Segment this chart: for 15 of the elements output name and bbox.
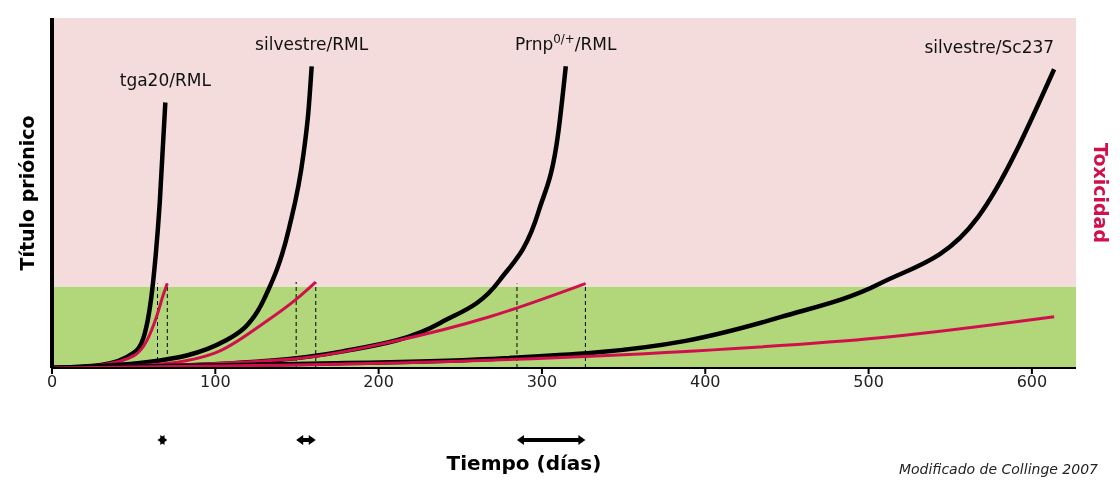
annotation: Prnp$^{0/+}$/RML [515,32,618,55]
x-tick-label: 300 [526,372,558,392]
x-axis-title: Tiempo (días) [446,451,602,475]
x-tick-label: 200 [363,372,394,392]
y2-axis-title: Toxicidad [1090,142,1112,244]
x-tick-label: 100 [200,372,231,392]
x-tick-label: 0 [46,372,58,392]
annotation: silvestre/RML [255,34,369,55]
x-tick-label: 600 [1016,372,1048,392]
y-axis-title: Título priónico [16,115,38,271]
text: Modificado de Collinge 2007 [898,461,1099,477]
x-tick-label: 500 [853,372,884,392]
annotation: tga20/RML [119,70,212,91]
x-tick-label: 400 [690,372,721,392]
annotation: silvestre/Sc237 [924,37,1055,58]
